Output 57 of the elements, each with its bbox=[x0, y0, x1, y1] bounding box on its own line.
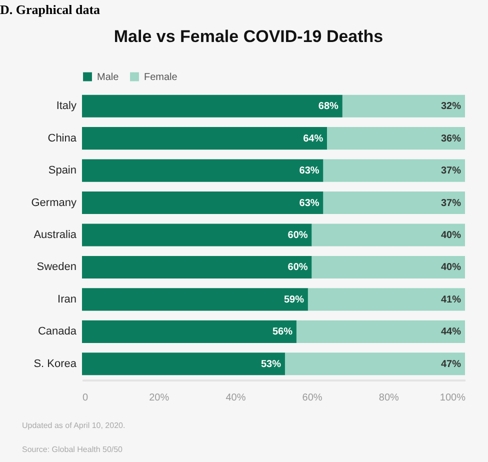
data-label: 60% bbox=[288, 262, 308, 274]
source-note: Source: Global Health 50/50 bbox=[22, 445, 124, 454]
x-tick-label: 0 bbox=[82, 392, 88, 404]
data-label: 64% bbox=[303, 133, 324, 144]
data-label: 63% bbox=[299, 198, 320, 209]
bar bbox=[82, 288, 308, 311]
data-label: 32% bbox=[440, 101, 462, 112]
bar bbox=[82, 256, 312, 278]
x-tick-label: 100% bbox=[440, 392, 466, 404]
bar bbox=[327, 127, 465, 150]
y-tick-label: China bbox=[48, 132, 78, 144]
bar bbox=[82, 224, 312, 246]
y-tick-label: Iran bbox=[58, 293, 76, 306]
data-label: 37% bbox=[440, 198, 462, 209]
legend-label: Female bbox=[144, 72, 178, 83]
legend-label: Male bbox=[97, 72, 120, 83]
y-tick-label: Germany bbox=[31, 196, 77, 209]
bar bbox=[312, 256, 465, 278]
x-tick-label: 80% bbox=[378, 392, 400, 404]
data-label: 53% bbox=[260, 358, 282, 370]
bar bbox=[82, 352, 285, 376]
data-label: 37% bbox=[440, 166, 462, 177]
y-tick-label: Italy bbox=[56, 100, 77, 112]
data-label: 60% bbox=[288, 230, 308, 241]
x-tick-label: 20% bbox=[149, 392, 170, 404]
y-tick-label: Canada bbox=[38, 326, 78, 338]
x-tick-label: 60% bbox=[302, 392, 322, 404]
bar bbox=[82, 320, 296, 343]
data-label: 47% bbox=[440, 358, 462, 370]
bar bbox=[82, 94, 342, 118]
data-label: 41% bbox=[440, 294, 462, 306]
x-tick-label: 40% bbox=[226, 392, 246, 404]
text: D. Graphical data bbox=[0, 2, 101, 17]
y-tick-label: S. Korea bbox=[34, 358, 78, 370]
y-tick-label: Sweden bbox=[36, 261, 76, 274]
y-tick-label: Spain bbox=[48, 164, 76, 177]
data-label: 44% bbox=[440, 326, 462, 338]
y-tick-label: Australia bbox=[34, 229, 78, 241]
bar bbox=[323, 159, 465, 182]
data-label: 59% bbox=[284, 294, 304, 306]
bar bbox=[342, 94, 465, 118]
bar bbox=[296, 320, 465, 343]
bar bbox=[323, 192, 465, 214]
bar bbox=[82, 159, 324, 182]
bar bbox=[82, 192, 324, 214]
data-label: 68% bbox=[318, 101, 339, 112]
data-label: 40% bbox=[440, 230, 462, 241]
bar bbox=[284, 352, 465, 376]
data-label: 40% bbox=[440, 262, 462, 274]
bar bbox=[312, 224, 465, 246]
bar bbox=[308, 288, 465, 311]
text: Updated as of April 10, 2020. bbox=[22, 421, 126, 430]
bar bbox=[82, 127, 328, 150]
data-label: 36% bbox=[440, 133, 462, 144]
data-label: 63% bbox=[299, 166, 320, 177]
chart-title: Male vs Female COVID-19 Deaths bbox=[114, 27, 384, 46]
data-label: 56% bbox=[272, 326, 293, 338]
